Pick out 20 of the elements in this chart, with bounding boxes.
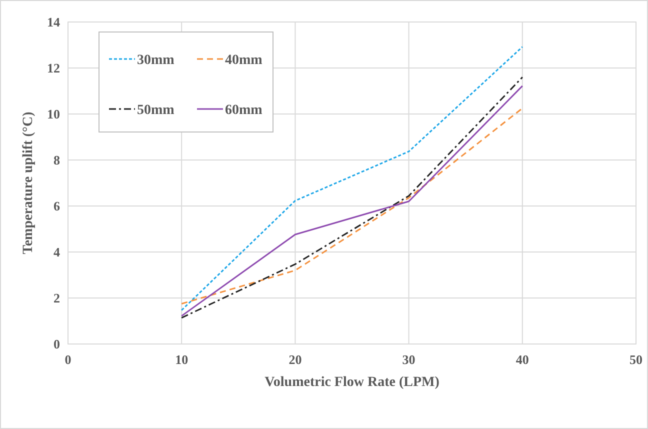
y-tick-label: 10 (47, 106, 60, 122)
x-tick-label: 40 (516, 352, 529, 367)
x-axis-title: Volumetric Flow Rate (LPM) (264, 375, 440, 390)
y-axis-title: Temperature uplift (°C) (21, 111, 36, 254)
y-tick-label: 4 (54, 244, 60, 260)
legend-label: 50mm (137, 102, 175, 118)
x-tick-label: 30 (402, 352, 416, 367)
x-tick-label: 50 (630, 352, 642, 367)
y-tick-label: 14 (47, 14, 60, 30)
y-tick-label: 8 (54, 152, 60, 168)
y-tick-label: 6 (54, 198, 60, 214)
y-tick-label: 0 (54, 336, 60, 352)
legend-label: 40mm (225, 52, 263, 68)
y-tick-label: 12 (47, 60, 60, 76)
x-tick-label: 20 (288, 352, 302, 367)
y-tick-label: 2 (54, 290, 60, 306)
x-tick-label: 10 (175, 352, 188, 367)
legend-label: 30mm (137, 52, 175, 68)
legend-label: 60mm (225, 102, 263, 118)
x-tick-label: 0 (64, 352, 72, 367)
